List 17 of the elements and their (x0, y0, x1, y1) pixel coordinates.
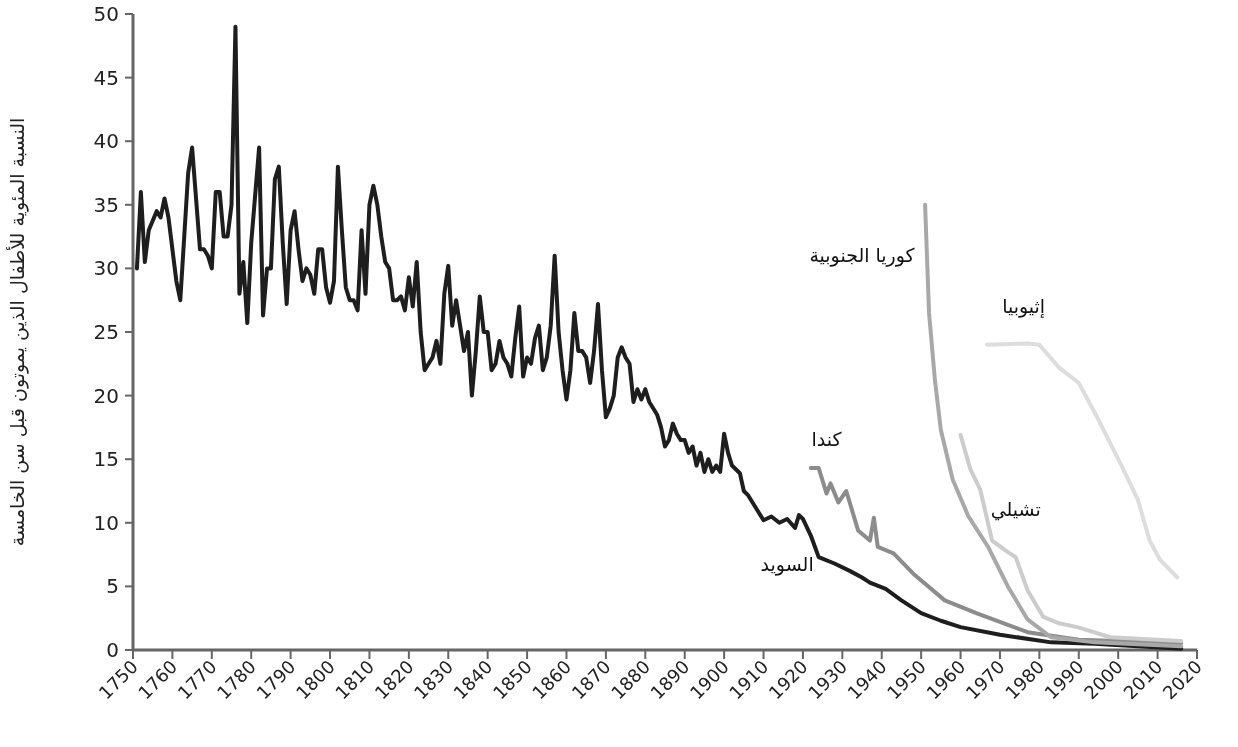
y-tick-label: 15 (93, 447, 119, 472)
y-tick-label: 5 (106, 574, 119, 599)
y-tick-label: 30 (93, 256, 119, 281)
y-tick-label: 20 (93, 383, 119, 408)
y-tick-label: 25 (93, 320, 119, 344)
y-tick-label: 45 (93, 65, 119, 90)
series-label: تشيلي (990, 498, 1041, 522)
series-label: السويد (760, 553, 814, 577)
y-tick-label: 10 (93, 510, 119, 535)
y-tick-label: 50 (93, 2, 119, 26)
y-tick-label: 35 (93, 192, 119, 217)
series-label: إثيوبيا (1002, 294, 1046, 319)
y-axis-title: النسبة المئوية للأطفال الذين يموتون قبل سن الخامسة (6, 117, 29, 547)
y-tick-label: 40 (93, 129, 119, 154)
series-label: كندا (811, 428, 843, 451)
series-label: كوريا الجنوبية (809, 244, 916, 268)
y-tick-label: 0 (106, 638, 119, 662)
